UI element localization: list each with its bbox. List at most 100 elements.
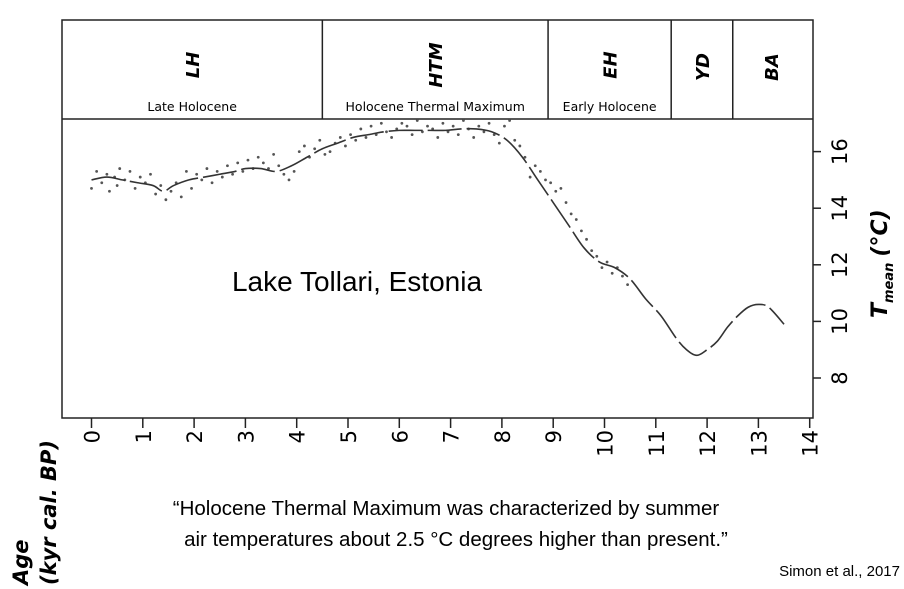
measurement-point [210,181,214,185]
measurement-point [369,124,373,128]
x-tick-label: 0 [81,430,105,443]
x-tick-label: 10 [594,430,618,457]
measurement-point [415,119,419,122]
x-tick-label: 9 [542,430,566,443]
measurement-point [205,167,209,170]
measurement-point [385,130,388,134]
measurement-point [446,130,450,134]
temperature-trend-line [91,127,785,357]
measurement-point [436,136,440,139]
measurement-point [164,198,168,202]
measurement-point [569,212,573,216]
measurement-point [231,172,234,176]
x-tick-label: 1 [132,430,156,443]
measurement-point [190,186,193,190]
measurement-point [138,175,142,179]
period-abbr-lh: LH [183,52,204,79]
measurement-point [523,155,527,159]
measurement-point [169,189,173,193]
measurement-point [590,249,594,253]
measurement-point [115,184,119,187]
measurement-point [159,184,163,187]
measurement-point [154,192,158,196]
measurement-point [354,138,358,142]
x-tick-label: 2 [183,430,207,443]
measurement-point [574,218,578,221]
x-axis-title-line1: Age [9,539,33,587]
x-axis-title: Age (kyr cal. BP) [9,440,61,587]
measurement-point [292,170,296,173]
period-name-eh: Early Holocene [563,99,657,114]
x-tick-label: 13 [747,430,771,457]
x-axis-title-line2: (kyr cal. BP) [37,440,61,585]
measurement-point [441,121,445,125]
measurement-point [267,167,270,170]
measurement-point [580,229,583,233]
measurement-point [477,124,481,128]
measurement-point [549,181,553,185]
measurement-point [400,121,404,125]
measurement-point [528,175,532,179]
measurement-point [395,127,399,131]
measurement-point [564,201,568,204]
y-tick-label: 10 [828,308,852,335]
chart-title: Lake Tollari, Estonia [232,266,483,297]
measurement-point [128,170,132,173]
x-tick-label: 7 [440,430,464,443]
measurement-point [456,133,460,137]
measurement-point [585,237,588,241]
measurement-point [462,119,465,122]
measurement-point [241,170,245,173]
measurement-point [323,153,327,156]
y-axis-title-sub: mean [882,263,897,303]
measurement-point [118,167,122,170]
measurement-point [226,164,229,168]
measurement-point [626,283,629,287]
quote-line-1: “Holocene Thermal Maximum was characteri… [173,497,720,520]
y-axis-title-unit: (°C) [868,209,893,256]
measurement-point [133,186,137,190]
measurement-point [379,121,383,125]
measurement-point [277,164,281,168]
measurement-point [261,161,265,165]
measurement-point [497,141,501,145]
x-tick-label: 6 [388,430,412,443]
y-tick-label: 16 [828,138,852,165]
measurement-point [195,172,199,176]
measurement-point [513,138,517,142]
svg-text:Tmean(°C): Tmean (°C) [868,209,897,318]
measurement-point [508,119,511,122]
measurement-point [338,136,342,139]
measurement-point [487,121,491,125]
x-tick-label: 8 [491,430,515,443]
measurement-point [600,266,604,270]
period-abbr-htm: HTM [426,42,447,87]
x-tick-label: 4 [286,430,310,443]
measurement-point [595,254,599,258]
measurement-point [313,147,317,151]
measurement-point [405,124,409,128]
x-tick-label: 3 [234,430,258,443]
measurement-point [533,164,537,168]
x-tick-label: 5 [337,430,361,443]
measurement-point [246,158,250,162]
period-abbr-eh: EH [601,51,622,78]
measurement-point [282,172,286,176]
measurement-point [538,170,542,173]
measurement-point [344,144,347,148]
measurement-point [179,195,183,199]
measurement-point [200,178,204,182]
measurement-point [105,172,109,176]
measurement-point [302,144,306,148]
measurement-points [90,119,629,287]
measurement-point [297,150,301,154]
y-tick-label: 14 [828,195,852,222]
y-tick-label: 12 [828,251,852,278]
measurement-point [185,170,188,173]
citation: Simon et al., 2017 [779,563,900,580]
measurement-point [410,133,414,137]
measurement-point [95,170,99,173]
quote-line-2: air temperatures about 2.5 °C degrees hi… [184,528,728,551]
period-abbr-ba: BA [762,53,783,81]
